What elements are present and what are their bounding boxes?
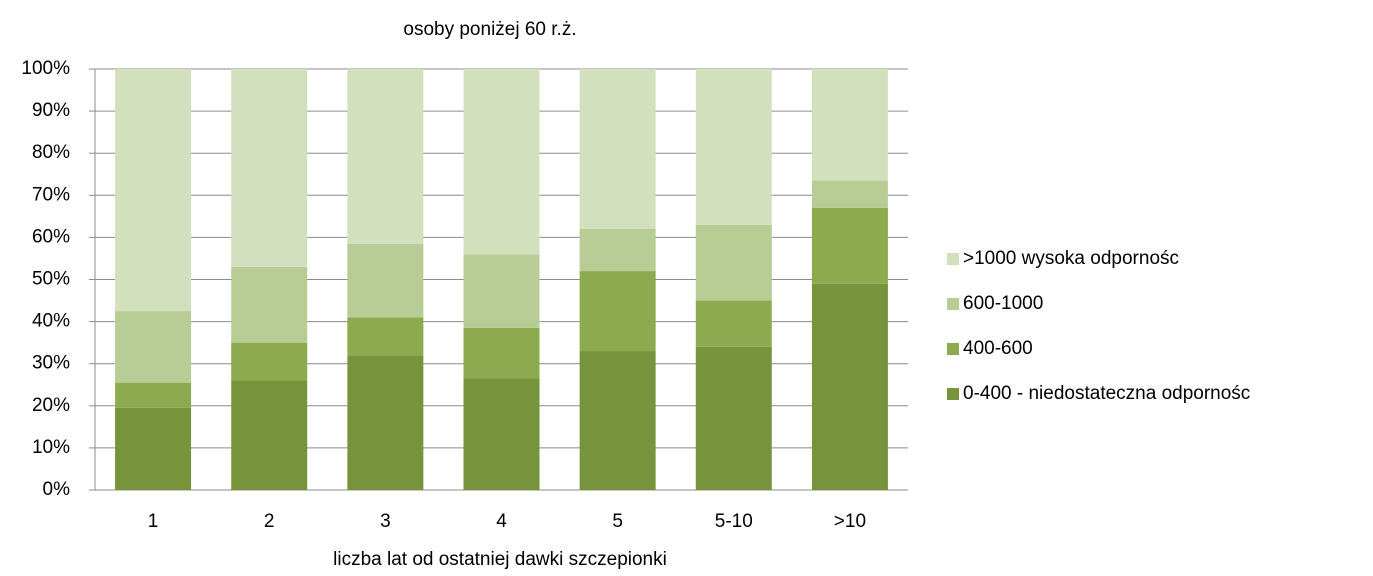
bar-segment [231,266,308,343]
x-tick-label: 1 [148,511,159,532]
bar-segment [115,407,192,490]
bar-segment [231,69,308,267]
legend-swatch [947,343,959,355]
bar-segment [115,382,192,408]
y-tick-label: 50% [32,269,70,290]
bar-segment [347,69,424,244]
y-tick-label: 40% [32,311,70,332]
bar-segment [463,327,540,379]
bar-segment [463,378,540,490]
bar-segment [347,355,424,490]
y-tick-label: 90% [32,100,70,121]
bar-segment [231,342,308,381]
y-tick-label: 10% [32,437,70,458]
y-tick-label: 70% [32,184,70,205]
x-tick-label: 3 [380,511,391,532]
x-axis-title: liczba lat od ostatniej dawki szczepionk… [333,549,667,570]
y-tick-label: 80% [32,142,70,163]
legend-label: 400-600 [963,338,1033,359]
bar-segment [695,300,772,347]
x-tick-label: 4 [496,511,507,532]
y-tick-label: 0% [43,479,71,500]
legend-label: 600-1000 [963,293,1043,314]
y-tick-label: 100% [21,58,70,79]
bar-segment [115,311,192,383]
bar-segment [347,317,424,356]
bar-segment [347,243,424,318]
legend-swatch [947,388,959,400]
x-tick-label: 5 [612,511,623,532]
x-tick-label: 5-10 [715,511,753,532]
bar-segment [579,271,656,352]
legend-label: >1000 wysoka odpornośc [963,248,1179,269]
bar-segment [579,69,656,229]
legend-swatch [947,298,959,310]
bar-segment [811,283,888,490]
x-tick-label: >10 [834,511,866,532]
bar-segment [463,69,540,255]
bar-segment [115,69,192,312]
bar-segment [695,224,772,301]
legend-swatch [947,253,959,265]
bar-segment [811,180,888,208]
y-tick-label: 20% [32,395,70,416]
bar-segment [579,351,656,490]
x-tick-label: 2 [264,511,275,532]
y-tick-label: 30% [32,353,70,374]
bar-segment [695,346,772,490]
bar-segment [811,207,888,284]
chart-title: osoby poniżej 60 r.ż. [403,19,576,40]
bar-segment [695,69,772,225]
bar-segment [811,69,888,181]
bar-segment [579,228,656,272]
bar-segment [463,254,540,328]
y-tick-label: 60% [32,226,70,247]
bar-segment [231,380,308,490]
legend-label: 0-400 - niedostateczna odpornośc [963,383,1250,404]
